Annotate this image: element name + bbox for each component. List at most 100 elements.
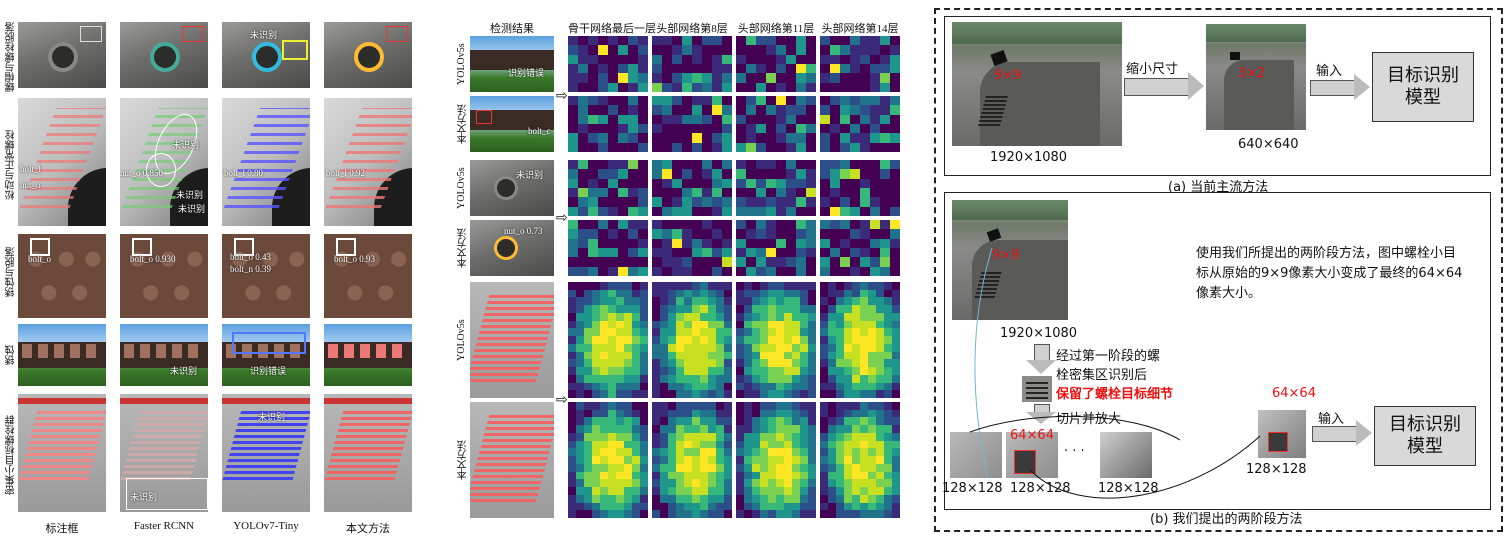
row3-col1-image: bolt_o xyxy=(18,234,106,318)
a-mark-left: 9×9 xyxy=(994,68,1022,83)
b-step2: 切片并放大 xyxy=(1056,412,1122,427)
mid-row-label-5: YOLOv5s xyxy=(456,319,467,361)
r2-y7-bolt-score: bolt_l 0.80 xyxy=(224,168,264,178)
mid-det-1: 识别错误 xyxy=(470,36,554,92)
b-tile-3-size: 128×128 xyxy=(1098,481,1159,496)
feature-map-r1-c4 xyxy=(820,36,900,92)
mid-det-6 xyxy=(470,402,554,518)
a-small-image: 3×2 xyxy=(1206,24,1306,130)
feature-map-r4-c3 xyxy=(736,220,816,276)
a-full-image: 9×9 xyxy=(952,22,1122,146)
a-size-left: 1920×1080 xyxy=(990,150,1068,165)
r5-y7-annotation: 未识别 xyxy=(258,412,286,422)
r4-fr-annotation: 未识别 xyxy=(170,366,198,376)
feature-map-r6-c2 xyxy=(652,402,732,518)
b-final-tile xyxy=(1258,410,1306,458)
r4-y7-annotation: 识别错误 xyxy=(250,366,287,376)
feature-map-r3-c3 xyxy=(736,160,816,216)
b-tile-2-size: 128×128 xyxy=(1010,481,1071,496)
left-panel: 螺帽与螺栓脱落 松动与正常螺栓 锈蚀与脱落 锈蚀 密集小目标螺栓群 未识别 bo… xyxy=(0,0,450,540)
mid-arrow-3: ⇨ xyxy=(556,392,568,408)
row-label-2: 松动与正常螺栓 xyxy=(6,130,17,200)
mid-row-label-1: YOLOv5s xyxy=(456,43,467,85)
b-caption: (b) 我们提出的两阶段方法 xyxy=(1150,512,1303,527)
b-tile-1-size: 128×128 xyxy=(942,481,1003,496)
row1-col2-image xyxy=(120,22,208,88)
r2-fr-miss-1: 未识别 xyxy=(172,140,200,150)
b-connector-curves xyxy=(969,247,1261,499)
row3-col3-image: bolt_o 0.43 bolt_n 0.39 xyxy=(222,234,310,318)
r2-fr-miss-3: 未识别 xyxy=(178,204,206,214)
mid-row-label-6: 本文方法 xyxy=(458,440,469,480)
a-caption: (a) 当前主流方法 xyxy=(1168,180,1269,195)
section-a-box xyxy=(944,16,1491,176)
mid-annot-bolt-c: bolt_c xyxy=(528,126,551,136)
col-label-ours: 本文方法 xyxy=(346,523,390,535)
r2-fr-score: nut_o 0.850 xyxy=(120,168,164,178)
r2-fr-miss-2: 未识别 xyxy=(176,190,204,200)
feature-map-r4-c4 xyxy=(820,220,900,276)
b-tile-dots: · · · xyxy=(1064,444,1085,459)
row3-col4-image: bolt_o 0.93 xyxy=(324,234,412,318)
row-label-3: 锈蚀与脱落 xyxy=(6,247,17,298)
b-step1-line1: 经过第一阶段的螺 xyxy=(1056,349,1161,364)
mid-row-label-3: YOLOv5s xyxy=(456,167,467,209)
row4-col4-image xyxy=(324,324,412,386)
b-tile-1 xyxy=(950,432,1002,478)
row1-col1-image xyxy=(18,22,106,88)
row5-col2-image: 未识别 xyxy=(120,394,208,512)
a-model-box: 目标识别 模型 xyxy=(1372,52,1474,122)
b-mark-top: 9×9 xyxy=(992,248,1020,263)
b-tile-3 xyxy=(1100,432,1152,478)
b-full-image: 9×9 xyxy=(952,200,1068,320)
col-label-yolov7-tiny: YOLOv7-Tiny xyxy=(233,520,299,532)
mid-row-label-4: 本文方法 xyxy=(458,228,469,268)
a-arrow-shrink-label: 缩小尺寸 xyxy=(1126,62,1179,77)
b-step1-line2: 栓密集区识别后 xyxy=(1056,368,1148,383)
feature-map-r6-c1 xyxy=(568,402,648,518)
feature-map-r2-c4 xyxy=(820,96,900,152)
feature-map-r4-c2 xyxy=(652,220,732,276)
row2-col2-image: nut_o 0.850 未识别 未识别 未识别 xyxy=(120,98,208,226)
r2-our-bolt-score: bolt_l 0.92 xyxy=(326,168,366,178)
feature-map-r3-c1 xyxy=(568,160,648,216)
r3-y7-label-a: bolt_o 0.43 xyxy=(230,252,272,262)
mid-det-2: bolt_c xyxy=(470,96,554,152)
feature-map-r6-c3 xyxy=(736,402,816,518)
row-label-5: 密集小目标螺栓群 xyxy=(6,415,17,495)
mid-annot-missed: 未识别 xyxy=(516,170,544,180)
mid-annot-nut: nut_o 0.73 xyxy=(504,226,543,236)
row4-col3-image: 识别错误 xyxy=(222,324,310,386)
row1-col4-image xyxy=(324,22,412,88)
feature-map-r5-c4 xyxy=(820,282,900,398)
r3-fr-label: bolt_o 0.930 xyxy=(130,254,176,264)
mid-annot-wrong: 识别错误 xyxy=(508,68,545,78)
mid-row-label-2: 本文方法 xyxy=(458,104,469,144)
outer-dashed-frame xyxy=(934,8,1503,532)
r2-gt-bolt-label: bolt_l xyxy=(20,164,42,174)
row2-col3-image: bolt_l 0.80 xyxy=(222,98,310,226)
header-backbone-last: 骨干网络最后一层 xyxy=(568,23,656,35)
r3-y7-label-b: bolt_n 0.39 xyxy=(230,264,272,274)
r2-gt-nut-label: nut_o xyxy=(20,180,41,190)
feature-map-r2-c3 xyxy=(736,96,816,152)
middle-panel: 检测结果 骨干网络最后一层 头部网络第8层 头部网络第11层 头部网络第14层 … xyxy=(450,0,920,540)
row4-col1-image xyxy=(18,324,106,386)
col-label-faster-rcnn: Faster RCNN xyxy=(133,520,195,532)
row-label-1: 螺帽与螺栓脱落 xyxy=(6,22,17,92)
a-mark-mid: 3×2 xyxy=(1238,66,1266,81)
row1-col3-image: 未识别 xyxy=(222,22,310,88)
b-tile-mark: 64×64 xyxy=(1010,428,1054,443)
b-step1-red: 保留了螺栓目标细节 xyxy=(1056,387,1174,402)
b-crop-image xyxy=(1022,376,1052,402)
col-label-ground-truth: 标注框 xyxy=(45,523,79,535)
r3-our-label: bolt_o 0.93 xyxy=(334,254,376,264)
r1-y7-annotation: 未识别 xyxy=(250,30,278,40)
feature-map-r2-c1 xyxy=(568,96,648,152)
section-b-box xyxy=(944,192,1491,510)
b-description: 使用我们所提出的两阶段方法，图中螺栓小目标从原始的9×9像素大小变成了最终的64… xyxy=(1196,246,1463,301)
feature-map-r1-c2 xyxy=(652,36,732,92)
feature-map-r5-c3 xyxy=(736,282,816,398)
b-arrow-input-label: 输入 xyxy=(1318,412,1345,427)
row5-col4-image xyxy=(324,394,412,512)
